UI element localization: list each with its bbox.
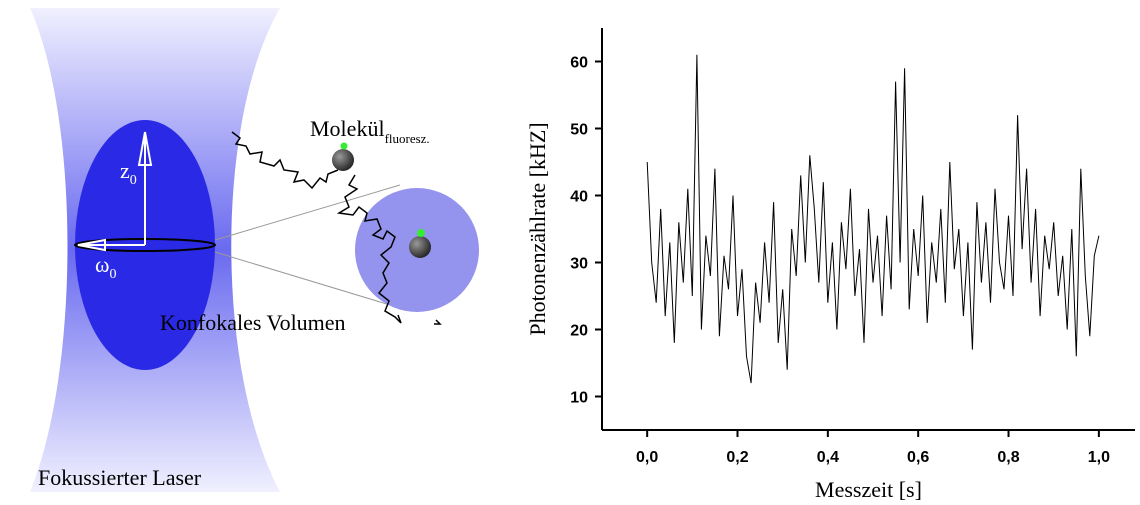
fluorophore	[417, 229, 425, 237]
laser-label: Fokussierter Laser	[38, 465, 202, 490]
diffusion-path	[231, 131, 442, 325]
y-tick-label: 30	[570, 256, 588, 273]
molecule-sub: fluoresz.	[385, 131, 430, 146]
x-tick-label: 0,8	[997, 449, 1019, 466]
y-axis-title: Photonenzählrate [kHZ]	[525, 122, 550, 335]
diagram: z0 ω0 Molekülfluoresz. Konfokales Volume…	[30, 8, 479, 492]
y-tick-label: 40	[570, 189, 588, 206]
x-tick-label: 0,6	[907, 449, 929, 466]
z-arrow-head	[137, 131, 153, 166]
zoom-line	[214, 184, 401, 241]
y-tick-label: 50	[570, 122, 588, 139]
y-tick-label: 10	[570, 390, 588, 407]
omega-label: ω0	[95, 252, 116, 282]
omega-sub: 0	[109, 267, 116, 282]
y-tick-label: 20	[570, 323, 588, 340]
molecule-text: Molekül	[310, 116, 385, 141]
z-label: z0	[120, 158, 137, 188]
chart: 10 20 30 40 50 60 0,0 0,2 0,4 0,6 0,8 1,0 Messzeit […	[525, 28, 1135, 502]
x-tick-label: 0,4	[817, 449, 839, 466]
x-tick-label: 0,0	[636, 449, 658, 466]
x-axis-title: Messzeit [s]	[815, 477, 922, 502]
volume-label: Konfokales Volumen	[160, 310, 346, 335]
x-tick-label: 1,0	[1088, 449, 1110, 466]
w-arrow-head	[77, 238, 106, 252]
z-sub: 0	[130, 173, 137, 188]
x-tick-label: 0,2	[726, 449, 748, 466]
zoom-line	[214, 251, 391, 306]
omega-text: ω	[95, 252, 109, 277]
molecule	[332, 149, 354, 171]
data-line	[646, 54, 1100, 384]
molecule	[409, 236, 431, 258]
z-text: z	[120, 158, 130, 183]
y-tick-label: 60	[570, 55, 588, 72]
molecule-label: Molekülfluoresz.	[310, 116, 430, 146]
fluorophore	[340, 142, 348, 150]
